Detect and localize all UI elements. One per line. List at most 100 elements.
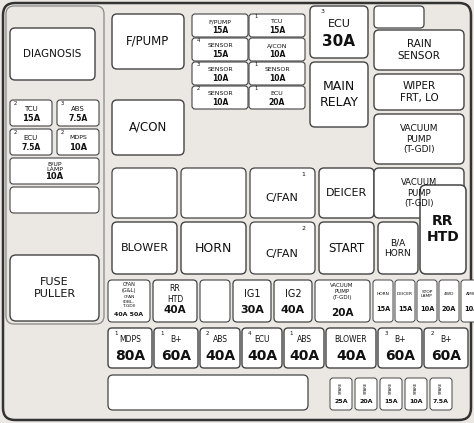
FancyBboxPatch shape — [310, 62, 368, 127]
Text: SENSOR: SENSOR — [207, 91, 233, 96]
Text: MAIN
RELAY: MAIN RELAY — [319, 80, 358, 109]
Text: 1: 1 — [301, 173, 305, 178]
Text: 10A: 10A — [212, 74, 228, 82]
FancyBboxPatch shape — [108, 328, 152, 368]
Text: 3: 3 — [197, 62, 201, 67]
Text: ABS: ABS — [71, 106, 85, 112]
Text: B+: B+ — [170, 335, 182, 344]
Text: DIAGNOSIS: DIAGNOSIS — [23, 49, 82, 59]
Text: 3: 3 — [60, 101, 64, 106]
Text: SENSOR: SENSOR — [264, 67, 290, 72]
FancyBboxPatch shape — [200, 328, 240, 368]
Text: 80A: 80A — [115, 349, 145, 363]
Text: ABS: ABS — [212, 335, 228, 344]
FancyBboxPatch shape — [181, 168, 246, 218]
Text: 30A: 30A — [240, 305, 264, 315]
FancyBboxPatch shape — [10, 255, 99, 321]
FancyBboxPatch shape — [192, 38, 248, 61]
Text: A/CON: A/CON — [267, 43, 287, 48]
Text: 1: 1 — [290, 331, 293, 336]
Text: 4WD: 4WD — [444, 292, 454, 296]
FancyBboxPatch shape — [380, 378, 402, 410]
FancyBboxPatch shape — [242, 328, 282, 368]
Text: RR
HTD: RR HTD — [427, 214, 459, 244]
Text: SENSOR: SENSOR — [207, 43, 233, 48]
Text: IG2: IG2 — [285, 289, 301, 299]
FancyBboxPatch shape — [330, 378, 352, 410]
Text: TCU: TCU — [271, 19, 283, 24]
FancyBboxPatch shape — [439, 280, 459, 322]
Text: 10A: 10A — [420, 306, 434, 313]
Text: START: START — [328, 242, 365, 255]
Text: 3: 3 — [321, 9, 325, 14]
FancyBboxPatch shape — [461, 280, 474, 322]
Text: F/PUMP: F/PUMP — [127, 35, 170, 48]
Text: 10A: 10A — [464, 306, 474, 313]
Text: ECU: ECU — [271, 91, 283, 96]
Text: 1: 1 — [160, 331, 164, 336]
Text: BLOWER: BLOWER — [335, 335, 367, 344]
FancyBboxPatch shape — [274, 280, 312, 322]
FancyBboxPatch shape — [405, 378, 427, 410]
Text: SPARE: SPARE — [414, 382, 418, 394]
FancyBboxPatch shape — [10, 129, 52, 155]
FancyBboxPatch shape — [10, 187, 99, 213]
Text: HORN: HORN — [376, 292, 390, 296]
Text: 2: 2 — [430, 331, 434, 336]
Text: RR
HTD: RR HTD — [167, 284, 183, 304]
Text: 7.5A: 7.5A — [68, 114, 88, 123]
Text: VACUUM
PUMP
(T-GDI): VACUUM PUMP (T-GDI) — [330, 283, 354, 300]
FancyBboxPatch shape — [319, 222, 374, 274]
Text: 20A: 20A — [442, 306, 456, 313]
FancyBboxPatch shape — [192, 14, 248, 37]
FancyBboxPatch shape — [374, 114, 464, 164]
Text: 40A: 40A — [205, 349, 235, 363]
FancyBboxPatch shape — [112, 222, 177, 274]
Text: B/A
HORN: B/A HORN — [384, 238, 411, 258]
FancyBboxPatch shape — [284, 328, 324, 368]
Text: BLOWER: BLOWER — [120, 243, 168, 253]
Text: 1: 1 — [254, 86, 257, 91]
Text: VACUUM
PUMP
(T-GDI): VACUUM PUMP (T-GDI) — [401, 178, 437, 208]
Text: 15A: 15A — [212, 49, 228, 59]
Text: TCU: TCU — [24, 106, 38, 112]
FancyBboxPatch shape — [112, 100, 184, 155]
FancyBboxPatch shape — [378, 222, 418, 274]
Text: WIPER
FRT, LO: WIPER FRT, LO — [400, 81, 438, 103]
Text: 15A: 15A — [384, 399, 398, 404]
Text: 4: 4 — [197, 38, 201, 43]
FancyBboxPatch shape — [424, 328, 468, 368]
Text: 2: 2 — [205, 331, 209, 336]
Text: C/FAN: C/FAN — [265, 249, 299, 259]
Text: 40A: 40A — [164, 305, 186, 315]
Text: 4: 4 — [247, 331, 251, 336]
Text: 20A: 20A — [269, 98, 285, 107]
Text: IG1: IG1 — [244, 289, 260, 299]
FancyBboxPatch shape — [374, 168, 464, 218]
Text: C/FAN: C/FAN — [265, 193, 299, 203]
FancyBboxPatch shape — [3, 3, 471, 420]
FancyBboxPatch shape — [249, 14, 305, 37]
Text: 25A: 25A — [334, 399, 348, 404]
FancyBboxPatch shape — [108, 280, 150, 322]
Text: CFAN
(G&L): CFAN (G&L) — [122, 282, 136, 293]
FancyBboxPatch shape — [192, 86, 248, 109]
FancyBboxPatch shape — [6, 6, 104, 324]
FancyBboxPatch shape — [374, 30, 464, 70]
Text: 30A: 30A — [322, 33, 356, 49]
Text: MDPS: MDPS — [69, 135, 87, 140]
Text: 7.5A: 7.5A — [21, 143, 41, 152]
Text: 10A: 10A — [269, 49, 285, 59]
Text: 40A 50A: 40A 50A — [114, 312, 144, 317]
Text: 10A: 10A — [269, 74, 285, 82]
Text: A/CON: A/CON — [129, 121, 167, 134]
Text: 2: 2 — [60, 129, 64, 135]
Text: DEICER: DEICER — [326, 188, 367, 198]
FancyBboxPatch shape — [57, 129, 99, 155]
FancyBboxPatch shape — [250, 222, 315, 274]
FancyBboxPatch shape — [249, 38, 305, 61]
FancyBboxPatch shape — [420, 185, 466, 274]
Text: SPARE: SPARE — [439, 382, 443, 394]
Text: SPARE: SPARE — [339, 382, 343, 394]
Text: 10A: 10A — [46, 172, 64, 181]
